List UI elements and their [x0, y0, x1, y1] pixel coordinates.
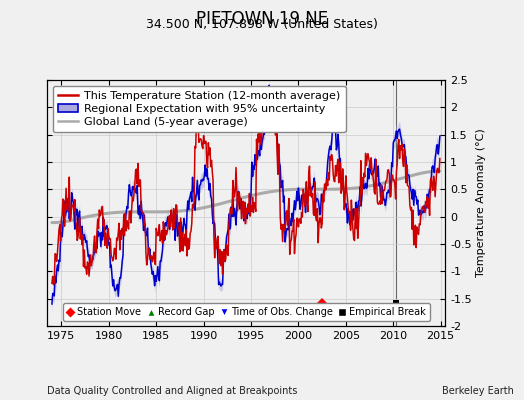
Text: Berkeley Earth: Berkeley Earth [442, 386, 514, 396]
Text: PIETOWN 19 NE: PIETOWN 19 NE [196, 10, 328, 28]
Text: 34.500 N, 107.898 W (United States): 34.500 N, 107.898 W (United States) [146, 18, 378, 31]
Legend: Station Move, Record Gap, Time of Obs. Change, Empirical Break: Station Move, Record Gap, Time of Obs. C… [63, 303, 430, 321]
Y-axis label: Temperature Anomaly (°C): Temperature Anomaly (°C) [476, 129, 486, 277]
Text: Data Quality Controlled and Aligned at Breakpoints: Data Quality Controlled and Aligned at B… [47, 386, 298, 396]
